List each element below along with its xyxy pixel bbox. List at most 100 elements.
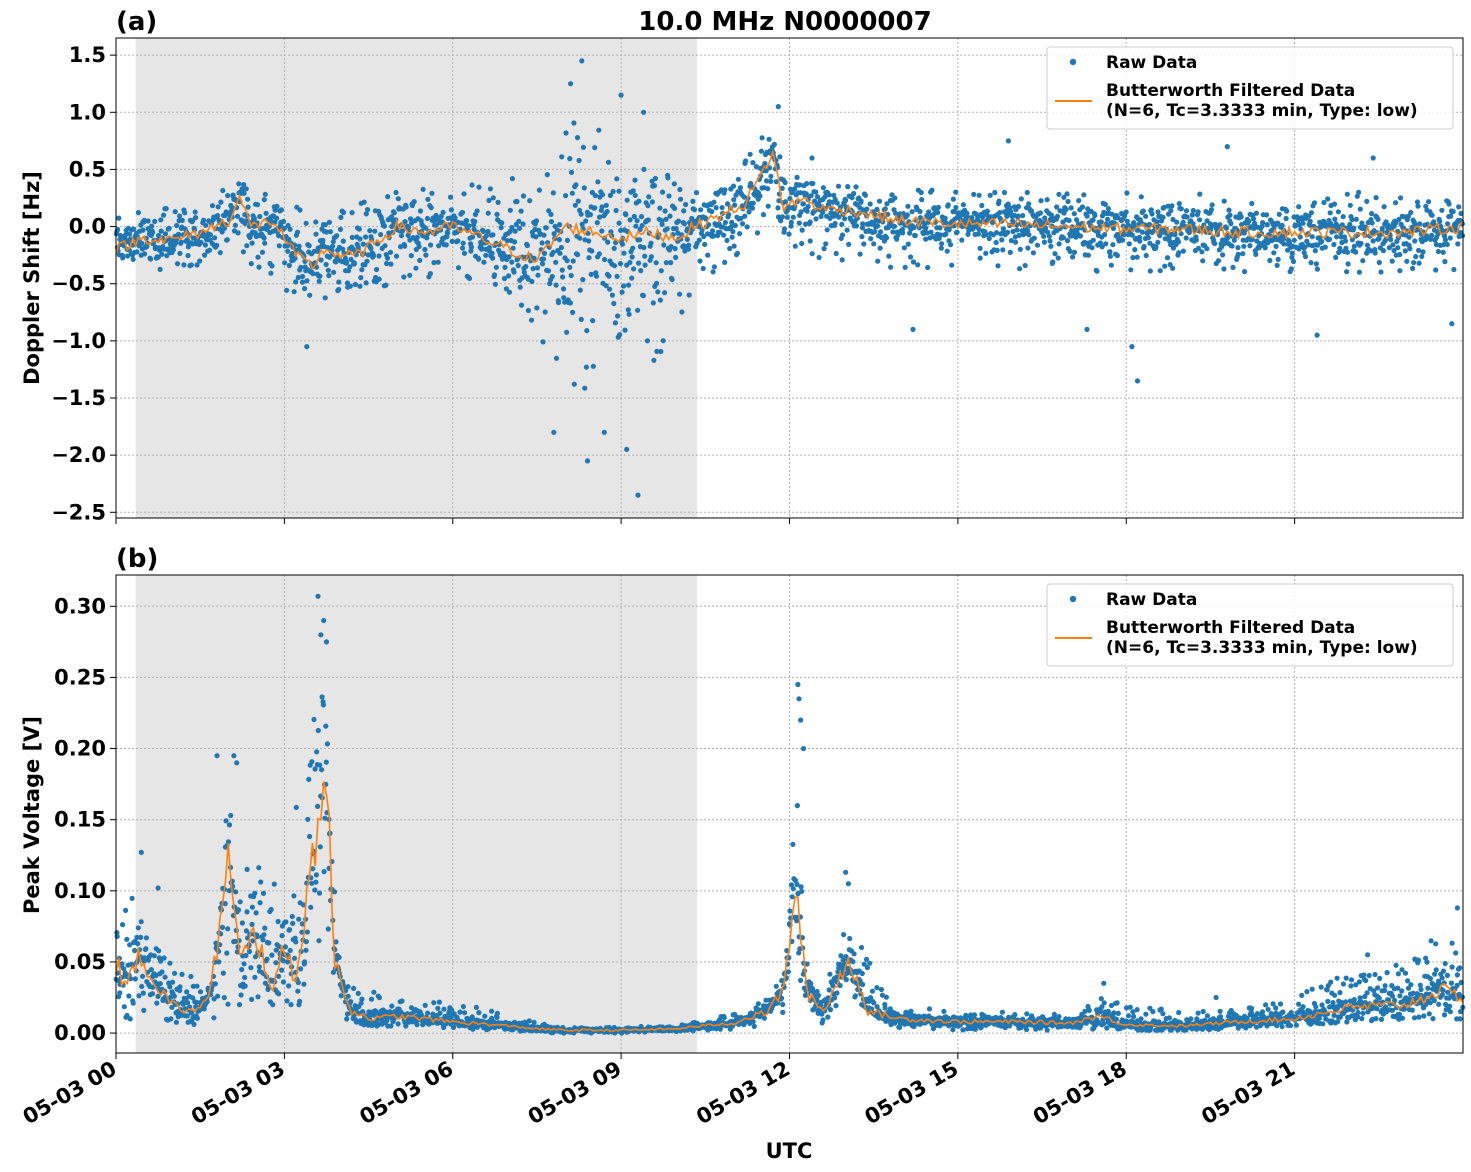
raw-data-point [623,212,629,218]
raw-data-point [701,233,707,240]
raw-data-point [633,223,639,229]
raw-data-point [313,879,319,885]
raw-data-point [1342,238,1349,244]
raw-data-point [1372,250,1378,256]
raw-data-point [526,1018,532,1024]
raw-data-point [658,268,664,274]
raw-data-point [1340,214,1346,220]
raw-data-point [319,767,325,773]
raw-data-point [501,275,508,282]
raw-data-point [220,187,226,194]
raw-data-point [785,969,792,975]
raw-data-point [700,265,706,272]
raw-data-point [629,275,635,281]
raw-data-point [1446,201,1452,207]
raw-data-point [509,259,515,265]
raw-data-point [630,188,636,194]
raw-data-point [194,983,200,989]
raw-data-point [268,270,274,276]
raw-data-point [592,145,598,151]
raw-data-point [590,318,596,324]
raw-data-point [323,723,329,729]
raw-data-point [386,230,392,236]
raw-data-point [781,226,788,232]
raw-data-point [161,955,167,961]
raw-data-point [1405,213,1411,219]
raw-data-point [1343,245,1349,251]
raw-data-point [1440,242,1447,248]
raw-data-point [844,227,850,233]
raw-data-point [140,227,146,233]
raw-data-point [871,1000,877,1006]
raw-data-point [1356,269,1362,275]
raw-data-point [549,273,555,280]
raw-data-point [761,1015,768,1021]
raw-data-point [1221,266,1227,272]
raw-data-point [584,328,590,334]
raw-data-point [323,759,329,765]
raw-data-point [1020,213,1026,219]
raw-data-point [529,278,535,285]
raw-data-point [138,919,144,925]
raw-data-point [436,999,442,1005]
raw-data-point [580,144,587,150]
raw-data-point [1327,210,1333,216]
raw-data-point [567,300,574,306]
raw-data-point [262,191,268,197]
raw-data-point [604,208,610,215]
raw-data-point [295,979,301,986]
raw-data-point [864,965,871,971]
raw-data-point [1300,1004,1306,1010]
raw-data-point [536,187,543,193]
raw-data-point [910,326,916,332]
raw-data-point [492,281,498,287]
raw-data-point [783,199,789,205]
raw-data-point [269,263,275,269]
filtered-series-line [115,149,1464,271]
raw-data-point [1158,1006,1164,1012]
raw-data-point [296,243,302,249]
raw-data-point [588,271,594,277]
raw-data-point [1085,252,1091,258]
raw-data-point [448,207,454,213]
raw-data-point [558,244,565,251]
raw-data-point [427,271,433,277]
raw-data-point [629,254,635,260]
raw-data-point [445,230,451,236]
raw-data-point [171,993,177,999]
raw-data-point [1406,234,1412,240]
raw-data-point [1230,264,1236,270]
raw-data-point [306,243,312,249]
raw-data-point [797,182,803,188]
raw-data-point [571,381,577,387]
raw-data-point [506,289,513,295]
raw-data-point [853,223,860,229]
raw-data-point [1331,241,1337,248]
raw-data-point [875,258,881,264]
raw-data-point [993,239,999,246]
raw-data-point [243,952,249,959]
raw-data-point [1357,206,1363,212]
raw-data-point [411,199,417,205]
raw-data-point [1410,265,1416,271]
raw-data-point [977,255,983,261]
raw-data-point [619,289,625,295]
raw-data-point [220,970,226,976]
raw-data-point [511,239,518,245]
raw-data-point [796,220,802,226]
raw-data-point [738,215,744,221]
raw-data-point [244,866,250,873]
raw-data-point [256,964,262,970]
raw-data-point [215,204,221,210]
raw-data-point [201,1006,207,1012]
raw-data-point [850,959,856,965]
raw-data-point [364,258,370,264]
raw-data-point [1224,144,1230,150]
raw-data-point [1113,1016,1119,1022]
raw-data-point [159,969,165,975]
raw-data-point [634,218,640,224]
raw-data-point [1289,254,1295,260]
raw-data-point [303,220,309,226]
raw-data-point [188,973,194,980]
raw-data-point [486,197,492,203]
